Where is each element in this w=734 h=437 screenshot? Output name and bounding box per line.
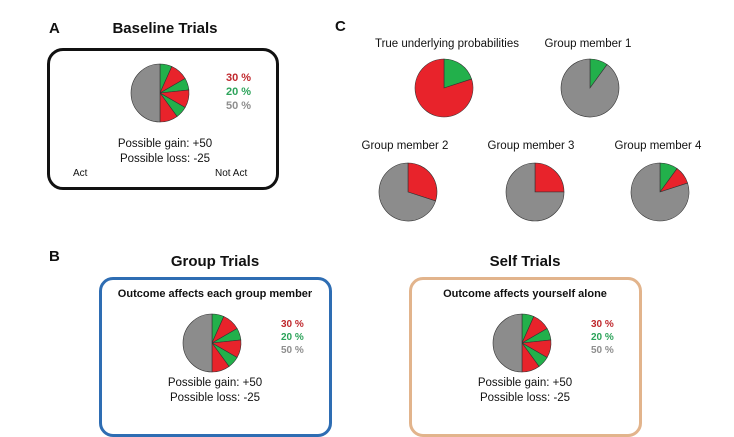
pie-slice-gray <box>182 313 213 373</box>
baseline-pie-chart <box>130 63 190 123</box>
pie-slice-gray <box>505 162 565 222</box>
self-pct-30: 30 % <box>591 319 614 330</box>
pie-slice-gray <box>130 63 161 123</box>
baseline-outcome-info: Possible gain: +50 Possible loss: -25 <box>90 137 240 167</box>
self-pie-chart <box>492 313 552 373</box>
panel-c-letter: C <box>335 18 346 35</box>
pie-slice-red <box>534 162 565 193</box>
pie-label-member-4: Group member 4 <box>614 140 702 152</box>
group-pct-50: 50 % <box>281 345 304 356</box>
group-pct-20: 20 % <box>281 332 304 343</box>
self-pct-50: 50 % <box>591 345 614 356</box>
group-outcome-info: Possible gain: +50 Possible loss: -25 <box>140 376 290 406</box>
pie-slice-green <box>443 58 472 89</box>
pie-label-member-3: Group member 3 <box>487 140 575 152</box>
self-percentages: 30 % 20 % 50 % <box>591 318 614 357</box>
self-pct-20: 20 % <box>591 332 614 343</box>
baseline-loss: Possible loss: -25 <box>119 153 211 165</box>
panel-b-letter: B <box>49 248 60 265</box>
member-1-pie <box>560 58 620 118</box>
act-option[interactable]: Act <box>73 168 88 179</box>
group-trials-title: Group Trials <box>170 253 260 270</box>
baseline-gain: Possible gain: +50 <box>117 138 213 150</box>
baseline-pct-red: 30 % 20 % 50 % <box>226 71 251 113</box>
self-trials-title: Self Trials <box>489 253 561 270</box>
pie-label-true: True underlying probabilities <box>374 38 520 50</box>
member-4-pie <box>630 162 690 222</box>
baseline-pct-30: 30 % <box>226 72 252 84</box>
true-probabilities-pie <box>414 58 474 118</box>
group-subtitle: Outcome affects each group member <box>117 288 313 300</box>
pie-slice-red <box>414 58 474 118</box>
self-gain: Possible gain: +50 <box>477 377 573 389</box>
baseline-pct-50: 50 % <box>226 100 252 112</box>
member-2-pie <box>378 162 438 222</box>
pie-slice-gray <box>630 162 690 222</box>
member-3-pie <box>505 162 565 222</box>
panel-a-letter: A <box>49 20 60 37</box>
group-loss: Possible loss: -25 <box>169 392 261 404</box>
baseline-trial-card <box>47 48 279 190</box>
self-loss: Possible loss: -25 <box>479 392 571 404</box>
pie-slice-gray <box>378 162 436 222</box>
baseline-pct-20: 20 % <box>226 86 252 98</box>
group-pie-chart <box>182 313 242 373</box>
group-percentages: 30 % 20 % 50 % <box>281 318 304 357</box>
baseline-trials-title: Baseline Trials <box>112 20 218 37</box>
pie-slice-red <box>407 162 438 202</box>
not-act-option[interactable]: Not Act <box>215 168 248 179</box>
pie-slice-gray <box>560 58 620 118</box>
pie-label-member-1: Group member 1 <box>544 38 632 50</box>
pie-slice-gray <box>492 313 523 373</box>
group-gain: Possible gain: +50 <box>167 377 263 389</box>
self-outcome-info: Possible gain: +50 Possible loss: -25 <box>450 376 600 406</box>
self-subtitle: Outcome affects yourself alone <box>443 288 607 300</box>
group-pct-30: 30 % <box>281 319 304 330</box>
pie-label-member-2: Group member 2 <box>361 140 449 152</box>
